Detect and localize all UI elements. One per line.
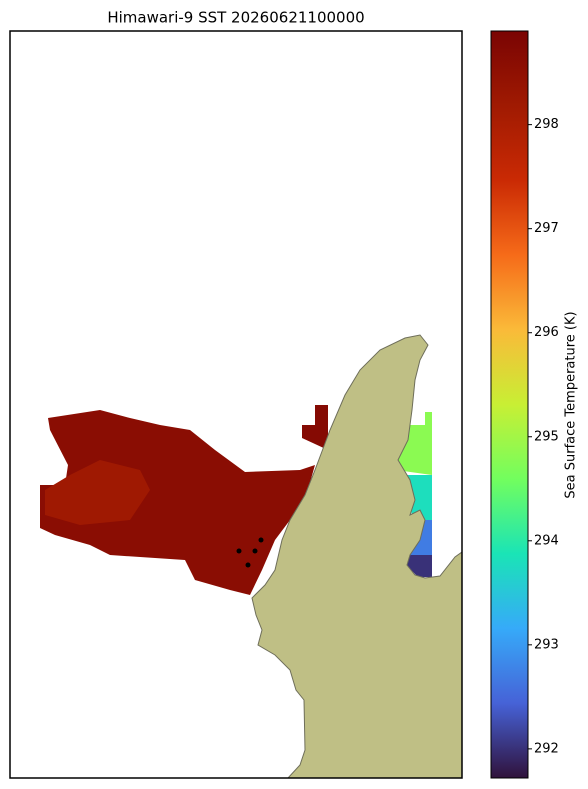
colorbar-tick-label: 296	[534, 325, 559, 340]
colorbar-tick-label: 297	[534, 221, 559, 236]
land	[251, 334, 462, 778]
station-dots	[236, 537, 264, 568]
colorbar-tick-label: 295	[534, 429, 559, 444]
colorbar	[490, 30, 529, 779]
map-area	[40, 334, 462, 778]
colorbar-tick-label: 292	[534, 741, 559, 756]
sst-region	[302, 405, 328, 450]
colorbar-tick-label: 293	[534, 637, 559, 652]
colorbar-tick-label: 294	[534, 533, 559, 548]
map-frame	[9, 30, 463, 779]
colorbar-label: Sea Surface Temperature (K)	[564, 311, 579, 498]
sst-region	[40, 410, 315, 595]
map-title: Himawari-9 SST 20260621100000	[107, 9, 364, 27]
colorbar-tick-label: 298	[534, 117, 559, 132]
sst-region	[45, 460, 150, 525]
